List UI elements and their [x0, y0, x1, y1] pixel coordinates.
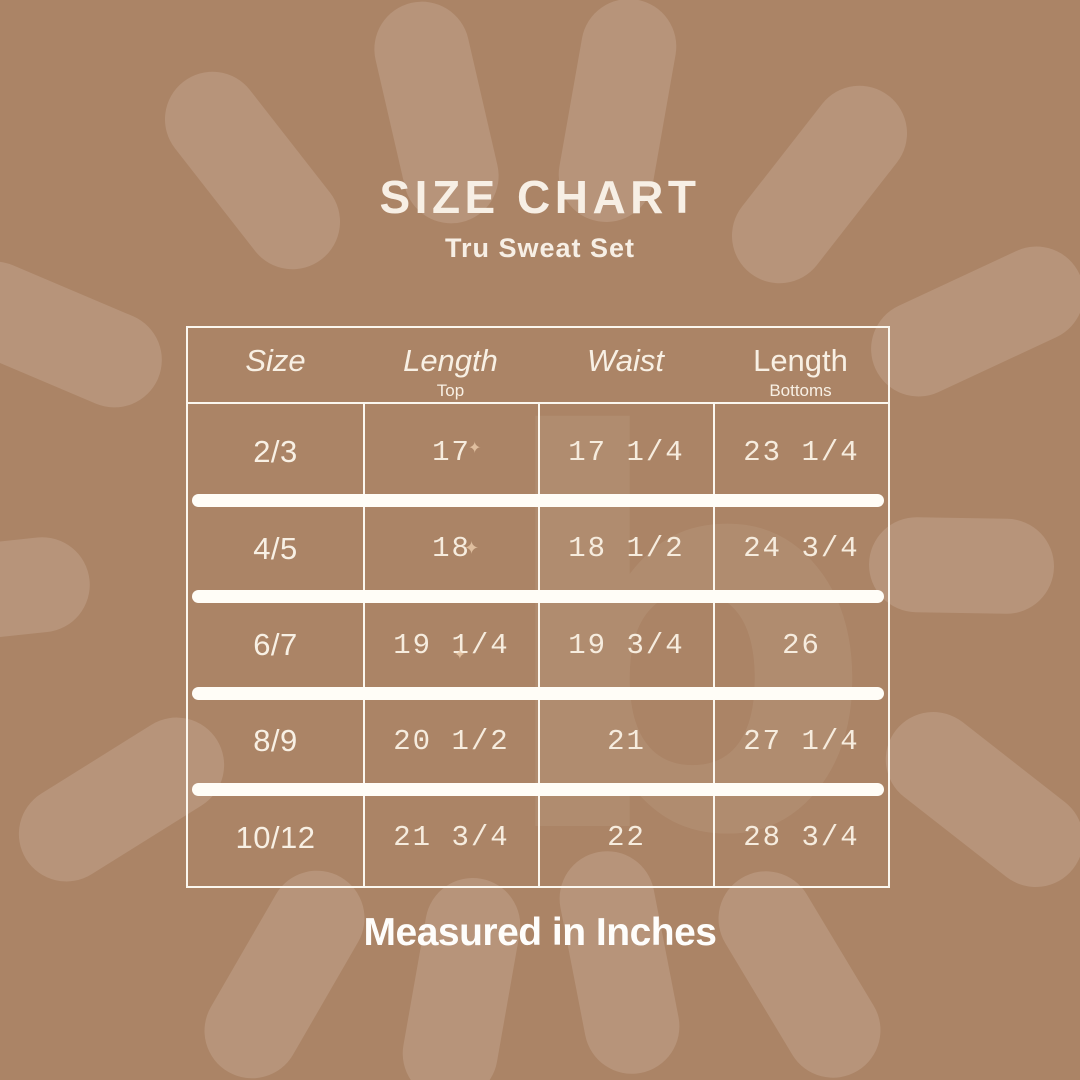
- cell-length-top: 21 3/4: [363, 789, 538, 887]
- row-divider-bar: [192, 783, 884, 796]
- column-label: Length: [753, 343, 848, 378]
- table-row: 6/7 19 1/4 19 3/4 26: [188, 596, 888, 694]
- table-row: 10/12 21 3/4 22 28 3/4: [188, 789, 888, 887]
- table-header-row: Size Length Top Waist Length Bottoms: [188, 328, 888, 404]
- cell-waist: 19 3/4: [538, 596, 713, 694]
- sparkle-icon: [464, 538, 479, 559]
- cell-length-top: 20 1/2: [363, 693, 538, 790]
- cell-size: 8/9: [253, 723, 298, 759]
- column-header-size: Size: [188, 328, 363, 402]
- cell-length-bottoms: 27 1/4: [713, 693, 888, 790]
- cell-length-bottoms: 23 1/4: [713, 404, 888, 501]
- row-divider-bar: [192, 590, 884, 603]
- petal-shape: [0, 246, 177, 423]
- cell-length-bottoms: 26: [713, 596, 888, 694]
- column-header-waist: Waist: [538, 328, 713, 402]
- sparkle-icon: [468, 438, 481, 458]
- column-sublabel: Top: [436, 381, 465, 400]
- column-label: Waist: [587, 343, 664, 378]
- page-subtitle: Tru Sweat Set: [444, 233, 636, 263]
- cell-waist: 22: [538, 789, 713, 887]
- row-divider-bar: [192, 687, 884, 700]
- cell-length-top: 19 1/4: [363, 596, 538, 694]
- footer-note: Measured in Inches: [363, 911, 717, 954]
- sparkle-icon: [454, 646, 466, 663]
- column-label: Length: [403, 343, 498, 378]
- table-row: 8/9 20 1/2 21 27 1/4: [188, 693, 888, 790]
- cell-size: 2/3: [253, 434, 298, 470]
- cell-length-bottoms: 28 3/4: [713, 789, 888, 887]
- column-sublabel: Bottoms: [769, 381, 832, 400]
- cell-length-bottoms: 24 3/4: [713, 500, 888, 597]
- petal-shape: [868, 516, 1055, 615]
- table-row: 4/5 18 18 1/2 24 3/4: [188, 500, 888, 597]
- row-divider-bar: [192, 494, 884, 507]
- cell-waist: 18 1/2: [538, 500, 713, 597]
- column-header-length-top: Length Top: [363, 328, 538, 402]
- cell-length-top: 18: [363, 500, 538, 597]
- cell-size: 6/7: [253, 627, 298, 663]
- column-header-length-bottoms: Length Bottoms: [713, 328, 888, 402]
- page-title: SIZE CHART: [379, 171, 701, 223]
- petal-shape: [866, 692, 1080, 907]
- letter-b-watermark: b: [490, 326, 877, 954]
- size-table: Size Length Top Waist Length Bottoms 2/3…: [186, 326, 890, 888]
- table-body: 2/3 17 17 1/4 23 1/4 4/5 18 18 1/2 24 3/…: [188, 404, 888, 887]
- petal-shape: [0, 532, 95, 647]
- cell-length-top: 17: [363, 404, 538, 501]
- cell-size: 10/12: [235, 819, 316, 855]
- table-row: 2/3 17 17 1/4 23 1/4: [188, 404, 888, 501]
- cell-waist: 21: [538, 693, 713, 790]
- cell-waist: 17 1/4: [538, 404, 713, 501]
- column-label: Size: [245, 343, 306, 378]
- cell-size: 4/5: [253, 530, 298, 566]
